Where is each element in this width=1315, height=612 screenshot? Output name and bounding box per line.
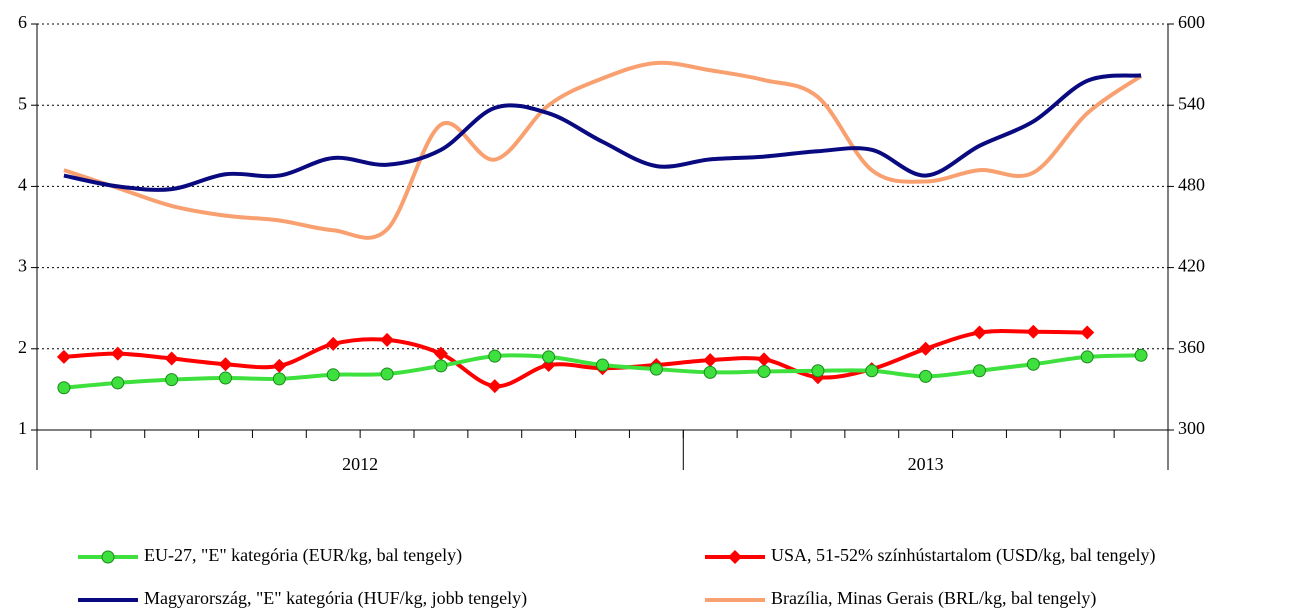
y2-tick-label: 600 bbox=[1178, 12, 1205, 32]
point-marker bbox=[434, 359, 448, 373]
y-tick-label: 2 bbox=[18, 337, 27, 357]
point-marker bbox=[1026, 357, 1040, 371]
series-line bbox=[63, 60, 1143, 240]
y2-tick-label: 540 bbox=[1178, 93, 1205, 113]
point-marker bbox=[272, 358, 287, 373]
point-marker bbox=[218, 357, 233, 372]
point-marker bbox=[542, 350, 556, 364]
point-marker bbox=[757, 365, 771, 379]
legend-label: Brazília, Minas Gerais (BRL/kg, bal teng… bbox=[771, 588, 1096, 609]
legend-label: Magyarország, "E" kategória (HUF/kg, job… bbox=[144, 588, 527, 609]
y-tick-label: 3 bbox=[18, 256, 27, 276]
x-group-label: 2012 bbox=[342, 454, 378, 474]
point-marker bbox=[326, 336, 341, 351]
point-marker bbox=[433, 346, 448, 361]
point-marker bbox=[326, 368, 340, 382]
point-marker bbox=[165, 373, 179, 387]
point-marker bbox=[56, 349, 71, 364]
legend-label: EU-27, "E" kategória (EUR/kg, bal tengel… bbox=[144, 545, 462, 566]
point-marker bbox=[380, 367, 394, 381]
series-line bbox=[63, 73, 1142, 192]
point-marker bbox=[1134, 348, 1148, 362]
legend-marker bbox=[101, 550, 115, 564]
point-marker bbox=[488, 349, 502, 363]
point-marker bbox=[1080, 350, 1094, 364]
point-marker bbox=[919, 369, 933, 383]
point-marker bbox=[219, 371, 232, 385]
point-marker bbox=[380, 332, 395, 347]
y-tick-label: 6 bbox=[18, 12, 27, 32]
point-marker bbox=[487, 379, 502, 394]
legend-marker bbox=[728, 550, 742, 564]
x-group-label: 2013 bbox=[908, 454, 944, 474]
point-marker bbox=[1080, 325, 1095, 340]
point-marker bbox=[865, 364, 879, 378]
point-marker bbox=[596, 358, 609, 372]
point-marker bbox=[164, 351, 179, 366]
point-marker bbox=[57, 381, 71, 395]
y2-tick-label: 360 bbox=[1178, 337, 1205, 357]
y-tick-label: 5 bbox=[18, 93, 27, 113]
point-marker bbox=[272, 372, 286, 386]
point-marker bbox=[972, 325, 987, 340]
legend-label: USA, 51-52% színhústartalom (USD/kg, bal… bbox=[771, 545, 1155, 566]
point-marker bbox=[703, 365, 717, 379]
y2-tick-label: 300 bbox=[1178, 418, 1205, 438]
y2-tick-label: 420 bbox=[1178, 256, 1205, 276]
point-marker bbox=[811, 364, 825, 378]
y2-tick-label: 480 bbox=[1178, 175, 1205, 195]
point-marker bbox=[973, 364, 986, 378]
point-marker bbox=[110, 346, 125, 361]
point-marker bbox=[111, 376, 125, 390]
y-tick-label: 4 bbox=[18, 175, 27, 195]
point-marker bbox=[703, 353, 718, 368]
point-marker bbox=[757, 352, 772, 367]
point-marker bbox=[918, 341, 933, 356]
point-marker bbox=[649, 362, 663, 376]
y-tick-label: 1 bbox=[18, 418, 27, 438]
point-marker bbox=[1026, 324, 1041, 339]
